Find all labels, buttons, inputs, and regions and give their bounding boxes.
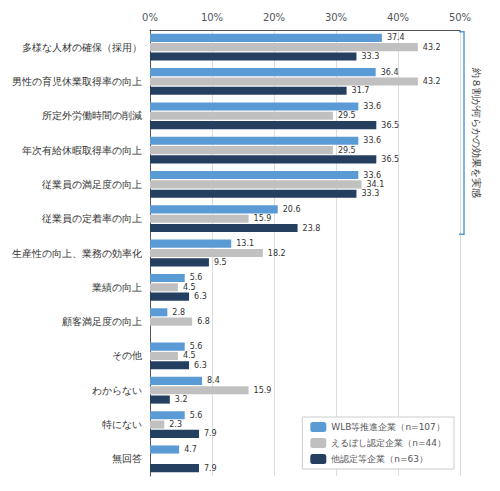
svg-text:年次有給休暇取得率の向上: 年次有給休暇取得率の向上: [22, 145, 142, 156]
svg-text:33.6: 33.6: [363, 102, 381, 111]
svg-text:15.9: 15.9: [254, 386, 272, 395]
svg-text:18.2: 18.2: [268, 249, 286, 258]
svg-text:約８割が何らかの効果を実感: 約８割が何らかの効果を実感: [471, 68, 482, 198]
svg-text:特にない: 特にない: [102, 419, 142, 430]
svg-text:7.9: 7.9: [204, 429, 217, 438]
svg-text:2.3: 2.3: [169, 420, 182, 429]
svg-text:6.3: 6.3: [194, 361, 207, 370]
svg-text:20.6: 20.6: [283, 205, 301, 214]
svg-text:10%: 10%: [201, 12, 223, 23]
svg-text:4.5: 4.5: [183, 283, 196, 292]
svg-text:6.8: 6.8: [197, 317, 210, 326]
svg-text:33.6: 33.6: [363, 136, 381, 145]
svg-text:43.2: 43.2: [423, 77, 441, 86]
svg-text:3.2: 3.2: [175, 395, 188, 404]
svg-text:36.4: 36.4: [381, 68, 399, 77]
svg-text:4.5: 4.5: [183, 351, 196, 360]
svg-text:4.7: 4.7: [184, 445, 197, 454]
svg-text:5.6: 5.6: [190, 342, 203, 351]
svg-text:多様な人材の確保（採用）: 多様な人材の確保（採用）: [22, 42, 142, 53]
svg-text:従業員の定着率の向上: 従業員の定着率の向上: [42, 213, 142, 224]
svg-text:36.5: 36.5: [381, 121, 399, 130]
svg-text:無回答: 無回答: [112, 453, 142, 464]
svg-text:50%: 50%: [449, 12, 471, 23]
svg-text:従業員の満足度の向上: 従業員の満足度の向上: [42, 179, 142, 190]
svg-text:8.4: 8.4: [207, 376, 220, 385]
svg-text:その他: その他: [112, 350, 142, 361]
svg-text:29.5: 29.5: [338, 146, 356, 155]
svg-text:30%: 30%: [325, 12, 347, 23]
svg-text:31.7: 31.7: [352, 86, 370, 95]
svg-text:20%: 20%: [263, 12, 285, 23]
svg-text:34.1: 34.1: [366, 180, 384, 189]
svg-text:5.6: 5.6: [190, 411, 203, 420]
svg-text:9.5: 9.5: [214, 258, 227, 267]
svg-text:33.6: 33.6: [363, 171, 381, 180]
svg-text:えるぼし認定企業（n=44）: えるぼし認定企業（n=44）: [331, 438, 446, 448]
svg-text:男性の育児休業取得率の向上: 男性の育児休業取得率の向上: [12, 76, 142, 87]
svg-text:生産性の向上、業務の効率化: 生産性の向上、業務の効率化: [12, 248, 142, 259]
svg-text:43.2: 43.2: [423, 43, 441, 52]
svg-text:7.9: 7.9: [204, 464, 217, 473]
svg-text:わからない: わからない: [92, 385, 142, 396]
svg-text:13.1: 13.1: [236, 239, 254, 248]
svg-text:所定外労働時間の削減: 所定外労働時間の削減: [42, 110, 142, 121]
svg-text:37.4: 37.4: [387, 33, 405, 42]
svg-text:2.8: 2.8: [172, 308, 185, 317]
svg-text:15.9: 15.9: [254, 214, 272, 223]
svg-text:WLB等推進企業（n=107）: WLB等推進企業（n=107）: [331, 422, 445, 432]
svg-text:他認定等企業（n=63）: 他認定等企業（n=63）: [331, 454, 428, 464]
svg-text:5.6: 5.6: [190, 273, 203, 282]
svg-text:33.3: 33.3: [361, 189, 379, 198]
svg-text:40%: 40%: [387, 12, 409, 23]
svg-text:6.3: 6.3: [194, 292, 207, 301]
svg-text:0%: 0%: [142, 12, 158, 23]
svg-text:23.8: 23.8: [303, 224, 321, 233]
svg-text:29.5: 29.5: [338, 111, 356, 120]
svg-text:33.3: 33.3: [361, 52, 379, 61]
svg-text:顧客満足度の向上: 顧客満足度の向上: [62, 316, 142, 327]
svg-text:36.5: 36.5: [381, 155, 399, 164]
svg-text:業績の向上: 業績の向上: [92, 282, 142, 293]
